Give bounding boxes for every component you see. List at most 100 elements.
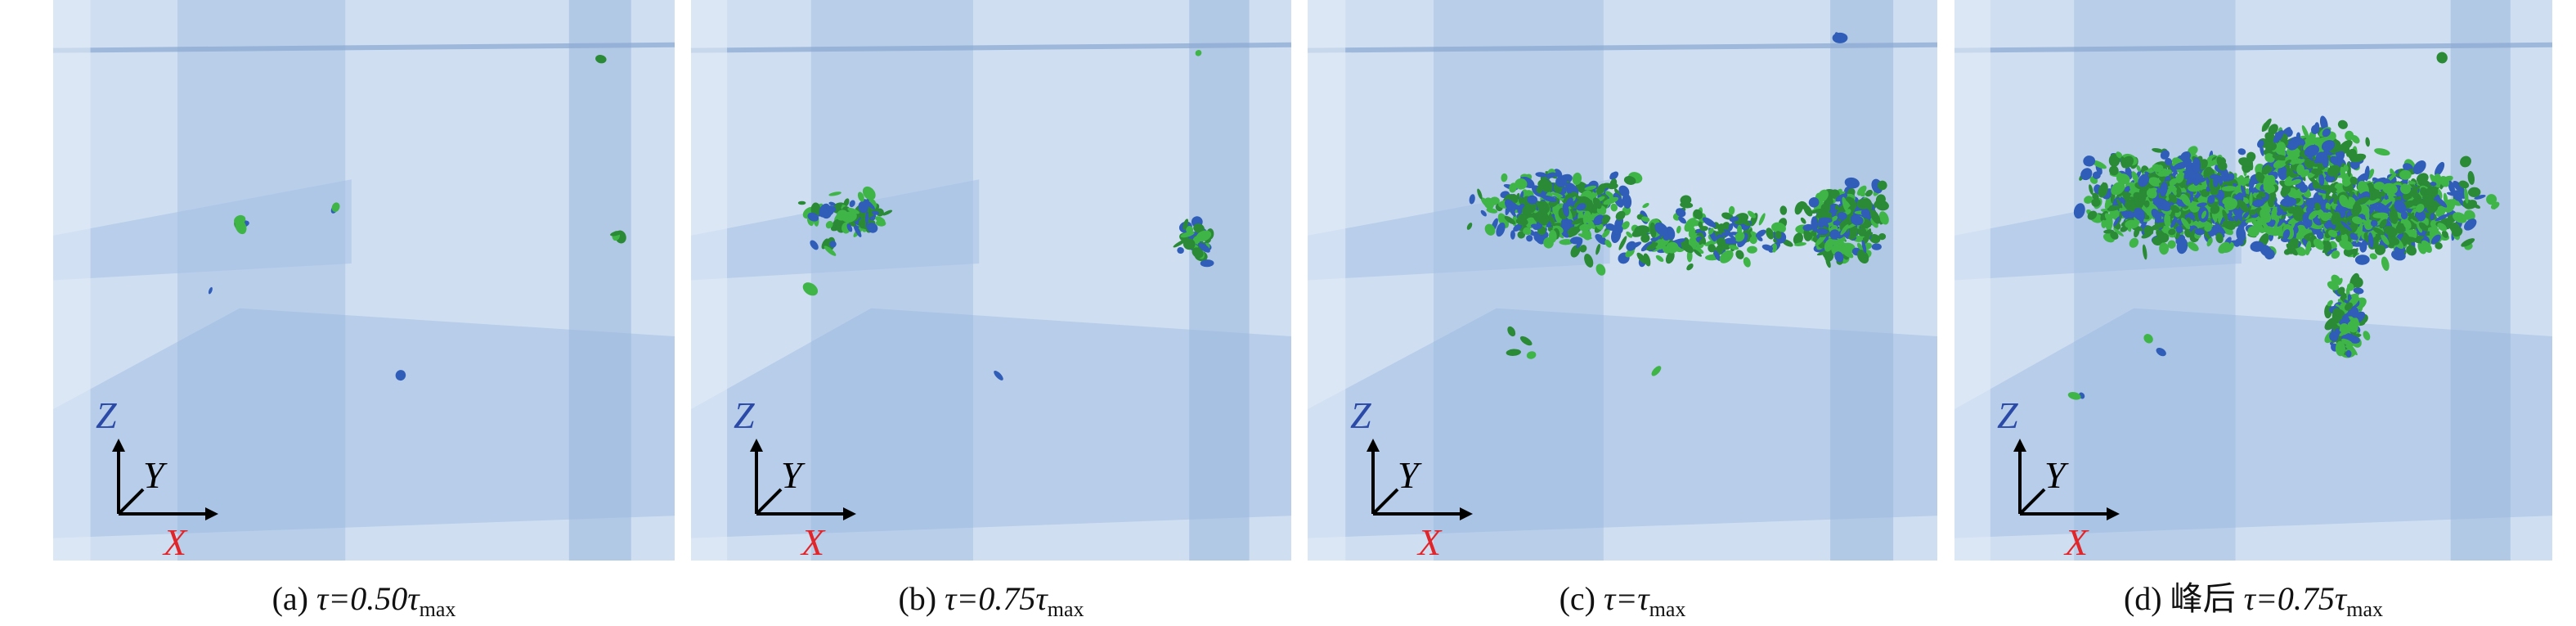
- caption: (a) τ=0.50τmax: [272, 580, 456, 621]
- particle: [1469, 194, 1475, 205]
- particle: [2318, 173, 2325, 187]
- particle: [2403, 219, 2412, 229]
- particle: [2160, 200, 2172, 212]
- floor-slab: [691, 308, 1291, 538]
- particle: [2169, 178, 2178, 186]
- particle: [2216, 156, 2227, 171]
- particle: [2382, 182, 2398, 195]
- particle: [2435, 214, 2450, 222]
- particle: [1728, 205, 1735, 215]
- z-label: Z: [96, 394, 117, 436]
- particle: [2224, 198, 2238, 211]
- particle: [1537, 178, 1553, 191]
- particle: [1824, 250, 1834, 262]
- beam: [690, 42, 1292, 53]
- particle: [2486, 194, 2497, 205]
- particle: [2359, 204, 2370, 214]
- particle: [2143, 200, 2150, 208]
- particle: [1856, 198, 1870, 209]
- particle: [2453, 212, 2467, 223]
- particle: [2181, 218, 2191, 230]
- particle: [2201, 190, 2207, 197]
- x-label: X: [800, 521, 826, 563]
- particle: [821, 238, 829, 250]
- caption: (b) τ=0.75τmax: [898, 580, 1084, 621]
- particle: [2218, 241, 2230, 254]
- particle: [2089, 184, 2094, 196]
- particle: [2349, 160, 2360, 170]
- caption-label: (c): [1560, 580, 1604, 617]
- particle: [2439, 176, 2450, 187]
- particle: [1546, 172, 1557, 178]
- back-slab: [810, 0, 973, 561]
- particle: [331, 202, 340, 213]
- particle: [2087, 210, 2098, 220]
- particle: [1183, 238, 1196, 250]
- particle: [1803, 205, 1813, 217]
- particle: [2184, 228, 2192, 238]
- particle: [1515, 218, 1528, 226]
- particle: [2242, 210, 2251, 220]
- particle: [1504, 199, 1516, 213]
- particle: [1723, 229, 1736, 241]
- back-slab: [1434, 0, 1604, 561]
- particle: [1878, 232, 1887, 241]
- particle: [2159, 182, 2168, 197]
- particle: [1811, 208, 1824, 214]
- particle: [1527, 195, 1538, 205]
- y-axis: [117, 488, 145, 516]
- particle: [2175, 226, 2183, 233]
- particle: [2372, 227, 2385, 236]
- particle: [867, 223, 878, 233]
- particle: [2346, 283, 2354, 291]
- particle: [2331, 250, 2340, 259]
- particle: [2406, 245, 2417, 256]
- particle: [2351, 134, 2360, 144]
- particle: [2136, 165, 2141, 172]
- particle: [2134, 208, 2146, 221]
- back-slab: [2074, 0, 2236, 561]
- particle: [1878, 211, 1889, 225]
- particle: [2192, 157, 2201, 173]
- caption-label: (b): [898, 580, 945, 617]
- particle: [2255, 172, 2266, 183]
- particle: [2236, 226, 2246, 242]
- particle: [1486, 208, 1498, 214]
- particle: [1569, 236, 1583, 245]
- particle: [1561, 187, 1568, 195]
- caption-expr: τ=0.75τ: [2244, 580, 2348, 617]
- particle: [1180, 231, 1195, 238]
- particle: [1195, 49, 1202, 56]
- particle: [1834, 32, 1841, 42]
- particle: [2349, 153, 2367, 163]
- particle: [2304, 232, 2313, 239]
- particle: [2260, 208, 2272, 223]
- particle: [1582, 227, 1591, 241]
- particle: [2418, 222, 2429, 232]
- particle: [1615, 210, 1626, 221]
- particle: [1480, 209, 1487, 217]
- particle: [2394, 200, 2407, 214]
- particle: [1609, 172, 1614, 180]
- particle: [2101, 219, 2107, 228]
- particle: [1833, 220, 1841, 227]
- particle: [2468, 187, 2481, 198]
- particle: [1595, 243, 1601, 255]
- particle: [1625, 248, 1635, 258]
- particle: [2187, 241, 2199, 252]
- particle: [1827, 215, 1838, 226]
- particle: [2449, 223, 2460, 233]
- particle: [2109, 209, 2120, 219]
- particle: [2358, 223, 2363, 238]
- particle: [871, 210, 880, 215]
- particle: [1584, 254, 1594, 268]
- particle: [2073, 203, 2085, 219]
- particle: [2286, 169, 2290, 178]
- x-arrow: [843, 507, 856, 520]
- particle: [1601, 215, 1611, 223]
- particle: [2292, 208, 2304, 222]
- particle: [1830, 239, 1845, 245]
- y-axis: [755, 488, 783, 516]
- particle: [1856, 242, 1863, 250]
